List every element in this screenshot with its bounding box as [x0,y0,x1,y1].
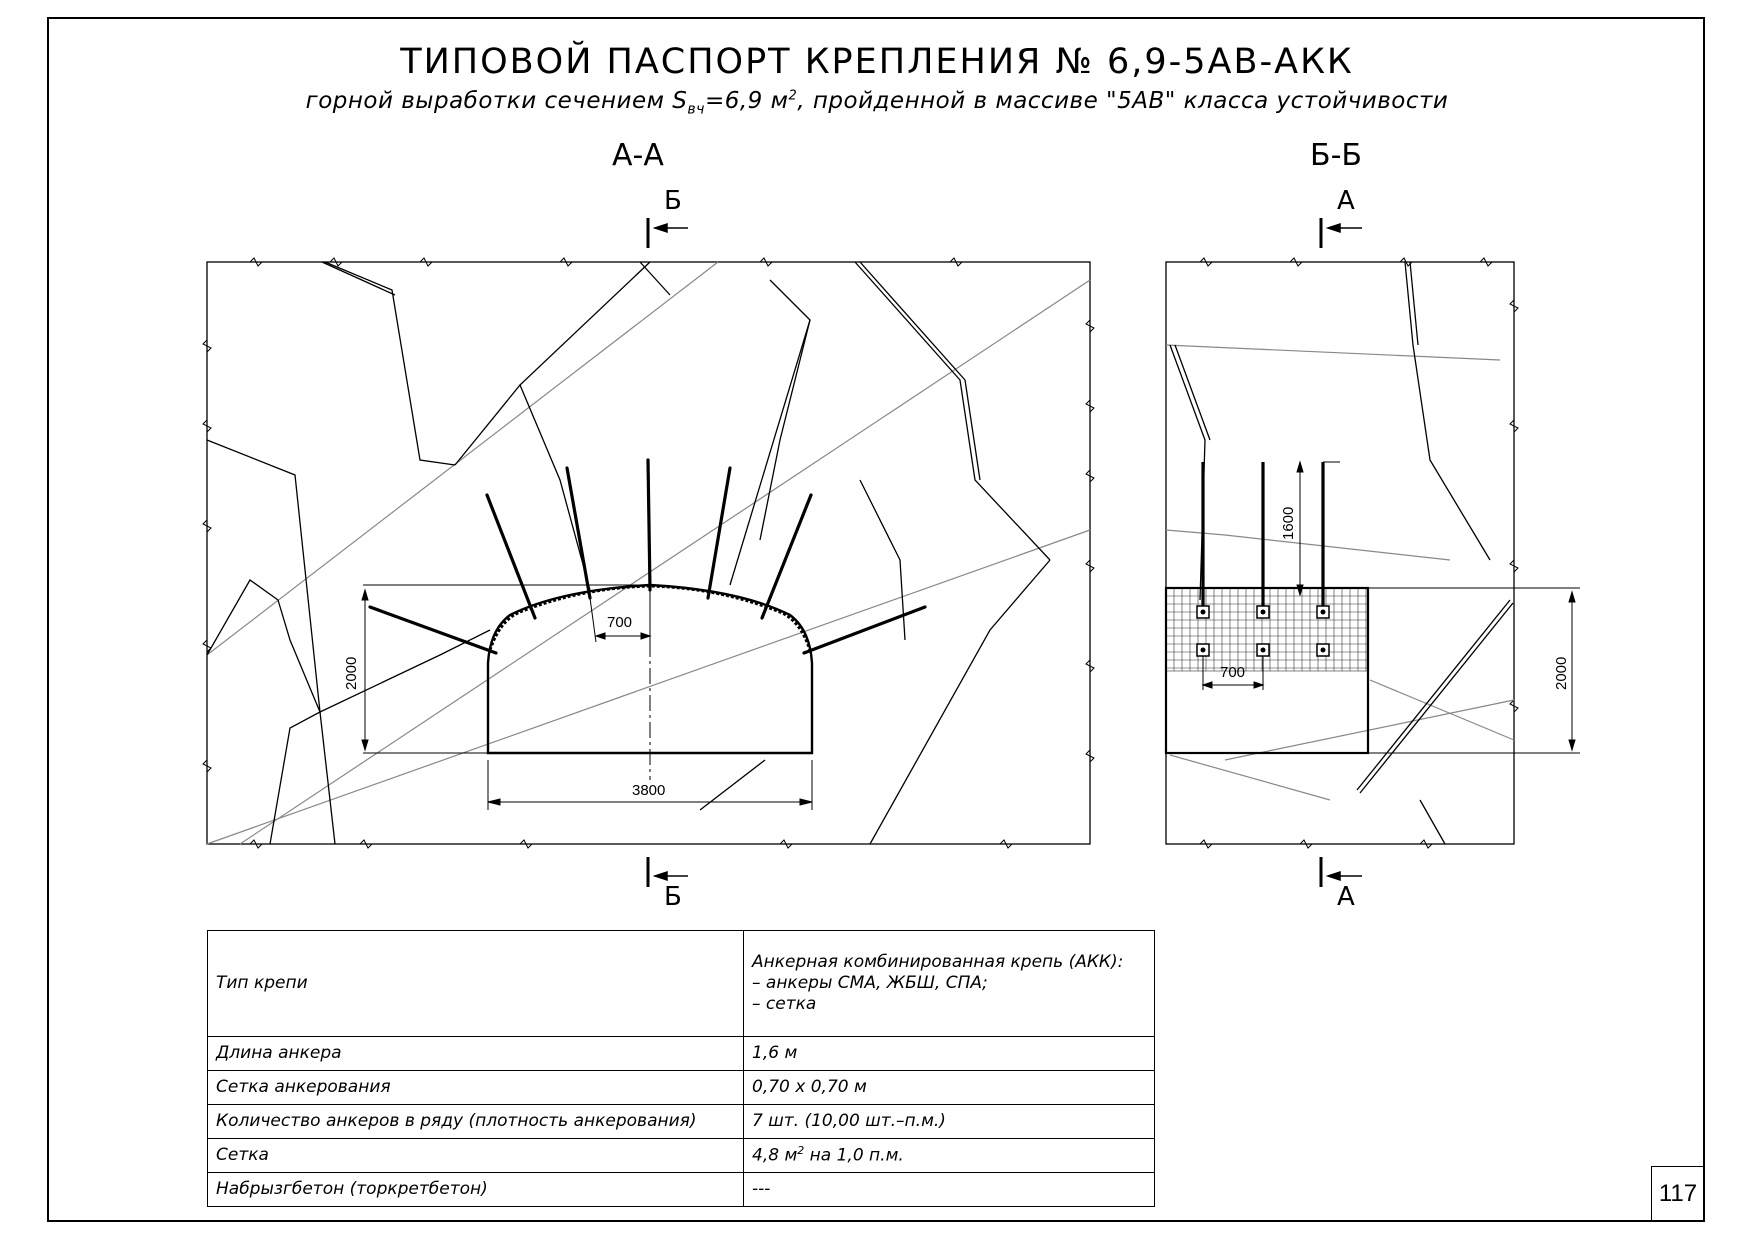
section-bb-label: Б-Б [1310,138,1362,173]
mesh-area-power: 2 [797,1144,805,1158]
spec-row-support-type: Тип крепи Анкерная комбинированная крепь… [207,930,1155,1037]
subtitle-power: 2 [788,88,798,104]
section-aa-cut-letter-bottom: Б [664,882,682,912]
spec-row-mesh: Сетка 4,8 м2 на 1,0 п.м. [207,1138,1155,1173]
spec-param: Сетка [207,1138,744,1173]
break-marks-bb [1199,257,1519,849]
dims-aa [361,584,813,810]
anchor-dots-bb [1200,609,1326,653]
subtitle-part-1: горной выработки сечением S [305,88,688,114]
rock-fractures-bb [1169,261,1514,845]
spec-value: 1,6 м [743,1036,1155,1071]
section-aa-width-dim: 3800 [632,782,666,799]
rock-mass-boundary-bb [1165,261,1515,845]
mesh-area-unit: на 1,0 п.м. [804,1145,904,1166]
section-bb-anchor-dim: 1600 [1280,506,1297,540]
section-bb-drawing [1164,218,1580,887]
spec-param: Длина анкера [207,1036,744,1071]
spec-value-line: Анкерная комбинированная крепь (АКК): [752,951,1124,972]
section-bb-spacing-dim: 700 [1220,664,1246,681]
spec-value: 0,70 х 0,70 м [743,1070,1155,1105]
subtitle-value: =6,9 м [704,88,789,114]
spec-param: Тип крепи [207,930,744,1037]
cut-arrows-bb [1325,222,1362,882]
spec-param: Набрызгбетон (торкретбетон) [207,1172,744,1207]
mesh-panel-bb [1165,587,1369,672]
drawing-subtitle: горной выработки сечением Sвч=6,9 м2, пр… [0,88,1754,118]
bedding-planes-bb [1165,344,1515,801]
spec-value: Анкерная комбинированная крепь (АКК): – … [743,930,1155,1037]
drawing-title: ТИПОВОЙ ПАСПОРТ КРЕПЛЕНИЯ № 6,9-5АВ-АКК [400,42,1354,82]
section-aa-height-dim: 2000 [343,656,360,690]
spec-row-anchor-grid: Сетка анкерования 0,70 х 0,70 м [207,1070,1155,1105]
spec-value: 4,8 м2 на 1,0 п.м. [743,1138,1155,1173]
spec-value: --- [743,1172,1155,1207]
mesh-arch-aa [488,584,812,651]
spec-row-shotcrete: Набрызгбетон (торкретбетон) --- [207,1172,1155,1207]
dims-bb [1166,460,1580,754]
spec-row-anchor-length: Длина анкера 1,6 м [207,1036,1155,1071]
mesh-area: 4,8 м [752,1145,798,1166]
sheet-frame [47,17,1705,1222]
section-bb-cut-letter-bottom: А [1337,882,1355,912]
section-aa-label: А-А [612,138,664,173]
subtitle-index: вч [687,101,705,118]
spec-param: Количество анкеров в ряду (плотность анк… [207,1104,744,1139]
section-aa-drawing [202,218,1095,887]
anchors-bb [1201,462,1325,612]
anchor-plates-bb [1196,605,1330,657]
page-number: 117 [1651,1166,1705,1221]
section-aa-cut-letter-top: Б [664,186,682,216]
anchors-aa [368,458,927,655]
section-bb-cut-letter-top: А [1337,186,1355,216]
subtitle-part-2: , пройденной в массиве "5АВ" класса усто… [797,88,1449,114]
spec-value-line: – сетка [752,994,817,1015]
rock-mass-boundary-aa [206,261,1091,845]
spec-value-line: – анкеры СМА, ЖБШ, СПА; [752,972,988,993]
bedding-planes-aa [206,261,1091,845]
support-spec-table: Тип крепи Анкерная комбинированная крепь… [207,930,1155,1207]
spec-param: Сетка анкерования [207,1070,744,1105]
rock-fractures-aa [206,261,1051,845]
section-aa-spacing-dim: 700 [607,614,633,631]
spec-value: 7 шт. (10,00 шт.–п.м.) [743,1104,1155,1139]
cut-arrows-aa [652,222,688,882]
break-marks-aa [202,257,1095,849]
section-bb-height-dim: 2000 [1553,656,1570,690]
spec-row-anchor-count: Количество анкеров в ряду (плотность анк… [207,1104,1155,1139]
